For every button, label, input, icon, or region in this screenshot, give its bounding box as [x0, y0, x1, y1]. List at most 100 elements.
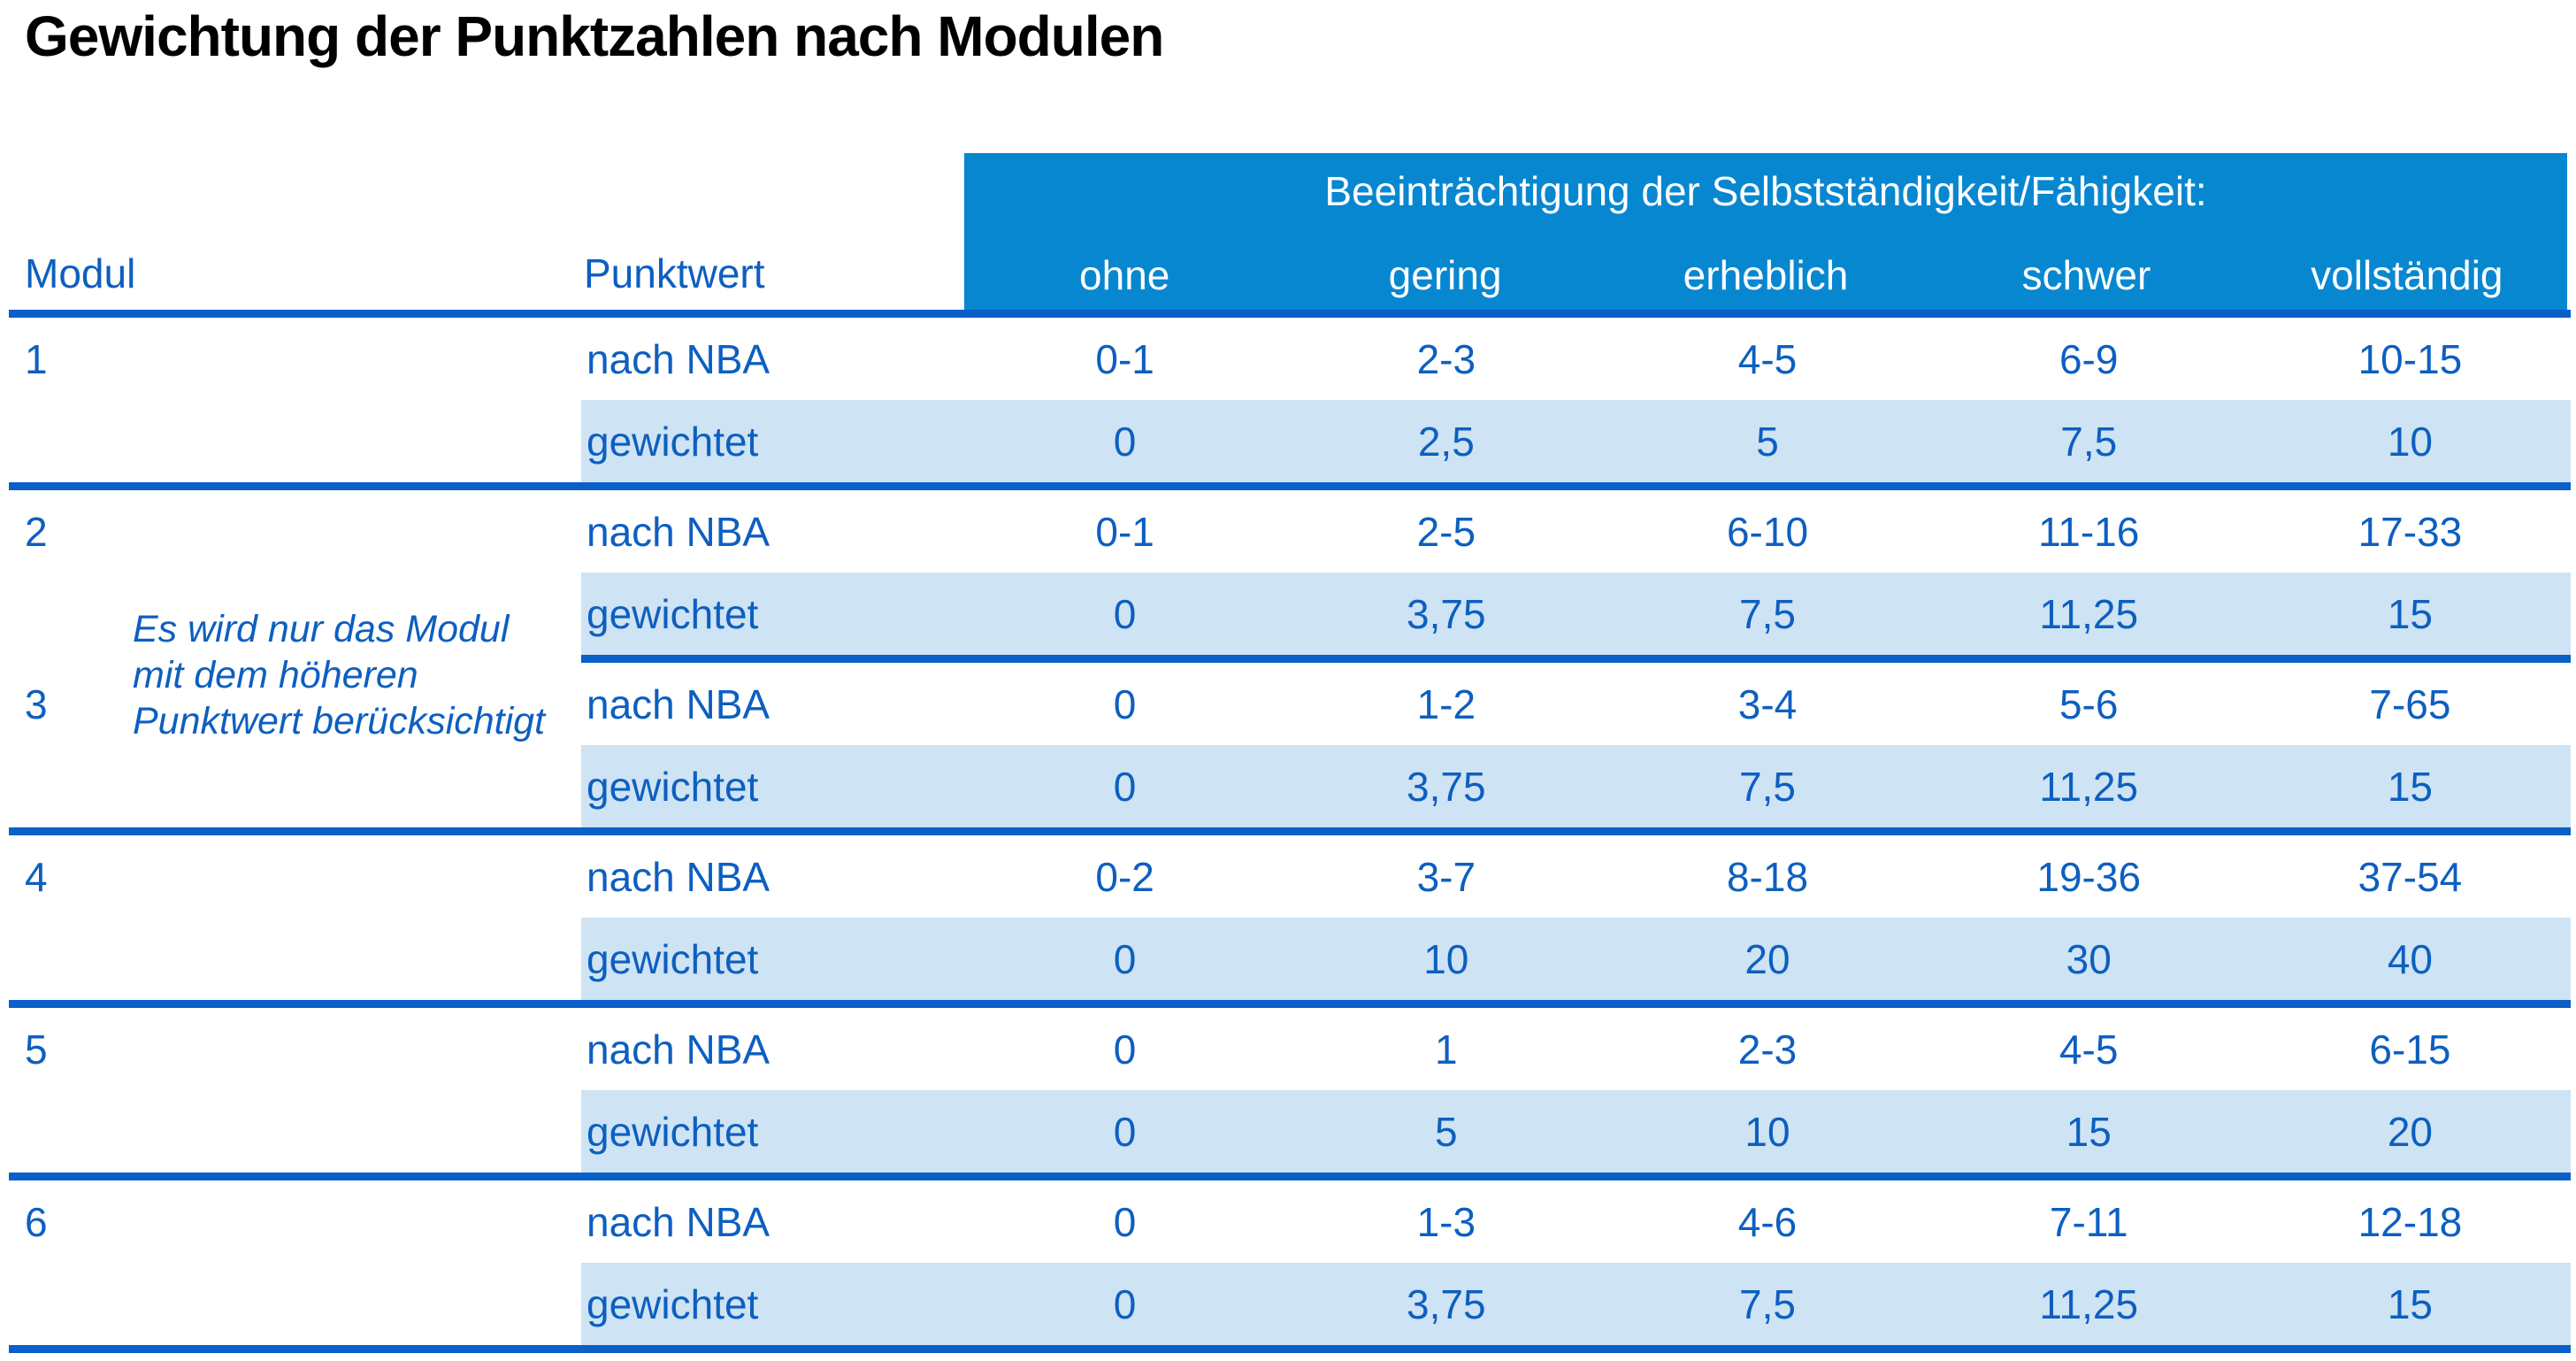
- score-cell: 40: [2387, 935, 2433, 982]
- score-cell: 15: [2066, 1108, 2112, 1155]
- table-row-module2-gewichtet: gewichtet 0 3,75 7,5 11,25 15: [9, 573, 2571, 655]
- table-bottom-divider: [9, 1345, 2571, 1353]
- row-label: nach NBA: [586, 1026, 770, 1073]
- weighting-table: Modul Punktwert Beeinträchtigung der Sel…: [9, 153, 2571, 1353]
- score-cell: 4-6: [1737, 1198, 1798, 1245]
- table-row-module5-gewichtet: gewichtet 0 5 10 15 20: [9, 1090, 2571, 1173]
- note-line: Es wird nur das Modul: [133, 608, 510, 650]
- table-header: Modul Punktwert Beeinträchtigung der Sel…: [9, 153, 2571, 310]
- score-cell: 0: [1113, 418, 1137, 465]
- table-row-module6-nach-nba: 6 nach NBA 0 1-3 4-6 7-11 12-18: [9, 1180, 2571, 1263]
- row-label: nach NBA: [586, 335, 770, 382]
- column-header-modul: Modul: [25, 250, 136, 296]
- modul-cell: [9, 400, 581, 482]
- module-number: 2: [25, 508, 48, 555]
- score-cell: 4-5: [1737, 335, 1798, 382]
- score-cell: 0: [1113, 1198, 1137, 1245]
- score-cell: 8-18: [1726, 853, 1809, 900]
- score-cell: 19-36: [2036, 853, 2142, 900]
- score-cell: 7-65: [2369, 680, 2451, 727]
- page-title: Gewichtung der Punktzahlen nach Modulen: [25, 4, 1164, 68]
- module-divider: [9, 1173, 2571, 1180]
- module-number: 1: [25, 335, 48, 382]
- modul-cell: 1: [9, 318, 581, 400]
- modul-cell: [9, 918, 581, 1000]
- score-cell: 20: [2387, 1108, 2433, 1155]
- score-cell: 15: [2387, 590, 2433, 637]
- score-cell: 6-9: [2058, 335, 2119, 382]
- score-cell: 2-3: [1737, 1026, 1798, 1073]
- score-cell: 0: [1113, 1280, 1137, 1327]
- score-cell: 12-18: [2358, 1198, 2463, 1245]
- module-divider-partial: [581, 655, 2571, 663]
- row-label: nach NBA: [586, 853, 770, 900]
- score-cell: 0-2: [1095, 853, 1154, 900]
- score-cell: 4-5: [2058, 1026, 2119, 1073]
- column-header-vollstaendig: vollständig: [2311, 252, 2503, 298]
- table-row-module2-nach-nba: 2 nach NBA 0-1 2-5 6-10 11-16 17-33: [9, 490, 2571, 573]
- score-cell: 2-5: [1416, 508, 1476, 555]
- score-cell: 20: [1744, 935, 1790, 982]
- row-label: nach NBA: [586, 680, 770, 727]
- score-cell: 10: [1423, 935, 1469, 982]
- modul-cell: [9, 1263, 581, 1345]
- table-row-module5-nach-nba: 5 nach NBA 0 1 2-3 4-5 6-15: [9, 1008, 2571, 1090]
- score-cell: 10: [1744, 1108, 1790, 1155]
- module-number: 6: [25, 1198, 48, 1245]
- score-cell: 1-2: [1416, 680, 1476, 727]
- score-cell: 7-11: [2049, 1198, 2128, 1245]
- score-cell: 3,75: [1407, 1280, 1486, 1327]
- score-cell: 5: [1435, 1108, 1458, 1155]
- column-header-punktwert: Punktwert: [584, 250, 765, 296]
- score-cell: 10: [2387, 418, 2433, 465]
- score-cell: 30: [2066, 935, 2112, 982]
- score-cell: 11,25: [2039, 1280, 2139, 1327]
- module-divider: [9, 1000, 2571, 1008]
- score-cell: 3,75: [1407, 590, 1486, 637]
- score-cell: 0-1: [1095, 335, 1154, 382]
- score-cell: 11,25: [2039, 590, 2139, 637]
- module-number: 3: [25, 680, 48, 727]
- table-row-module1-nach-nba: 1 nach NBA 0-1 2-3 4-5 6-9 10-15: [9, 318, 2571, 400]
- score-cell: 17-33: [2358, 508, 2463, 555]
- column-header-schwer: schwer: [2021, 252, 2151, 298]
- score-cell: 0-1: [1095, 508, 1154, 555]
- table-row-module4-gewichtet: gewichtet 0 10 20 30 40: [9, 918, 2571, 1000]
- module-divider: [9, 827, 2571, 835]
- score-cell: 5-6: [2058, 680, 2119, 727]
- score-cell: 6-10: [1726, 508, 1809, 555]
- score-cell: 15: [2387, 1280, 2433, 1327]
- module-number: 4: [25, 853, 48, 900]
- score-cell: 7,5: [1739, 1280, 1796, 1327]
- score-cell: 0: [1113, 935, 1137, 982]
- severity-header-band: Beeinträchtigung der Selbstständigkeit/F…: [964, 153, 2567, 310]
- score-cell: 7,5: [1739, 590, 1796, 637]
- header-divider: [9, 310, 2571, 318]
- severity-group-header: Beeinträchtigung der Selbstständigkeit/F…: [1324, 168, 2207, 214]
- score-cell: 2-3: [1416, 335, 1476, 382]
- score-cell: 0: [1113, 763, 1137, 810]
- score-cell: 3,75: [1407, 763, 1486, 810]
- score-cell: 1-3: [1416, 1198, 1476, 1245]
- score-cell: 0: [1113, 1026, 1137, 1073]
- score-cell: 7,5: [2060, 418, 2118, 465]
- row-label: gewichtet: [586, 1108, 759, 1155]
- column-header-erheblich: erheblich: [1683, 252, 1849, 298]
- modul-cell: [9, 1090, 581, 1173]
- modul-cell: 4: [9, 835, 581, 918]
- row-label: nach NBA: [586, 508, 770, 555]
- row-label: gewichtet: [586, 590, 759, 637]
- modul-cell: 6: [9, 1180, 581, 1263]
- score-cell: 11-16: [2038, 508, 2140, 555]
- column-header-ohne: ohne: [1079, 252, 1170, 298]
- score-cell: 37-54: [2358, 853, 2463, 900]
- score-cell: 7,5: [1739, 763, 1796, 810]
- score-cell: 0: [1113, 1108, 1137, 1155]
- modul-cell: 5: [9, 1008, 581, 1090]
- score-cell: 6-15: [2369, 1026, 2451, 1073]
- score-cell: 1: [1435, 1026, 1458, 1073]
- score-cell: 3-4: [1737, 680, 1798, 727]
- note-line: mit dem höheren: [133, 654, 418, 696]
- score-cell: 15: [2387, 763, 2433, 810]
- modul-cell: 3: [9, 663, 581, 745]
